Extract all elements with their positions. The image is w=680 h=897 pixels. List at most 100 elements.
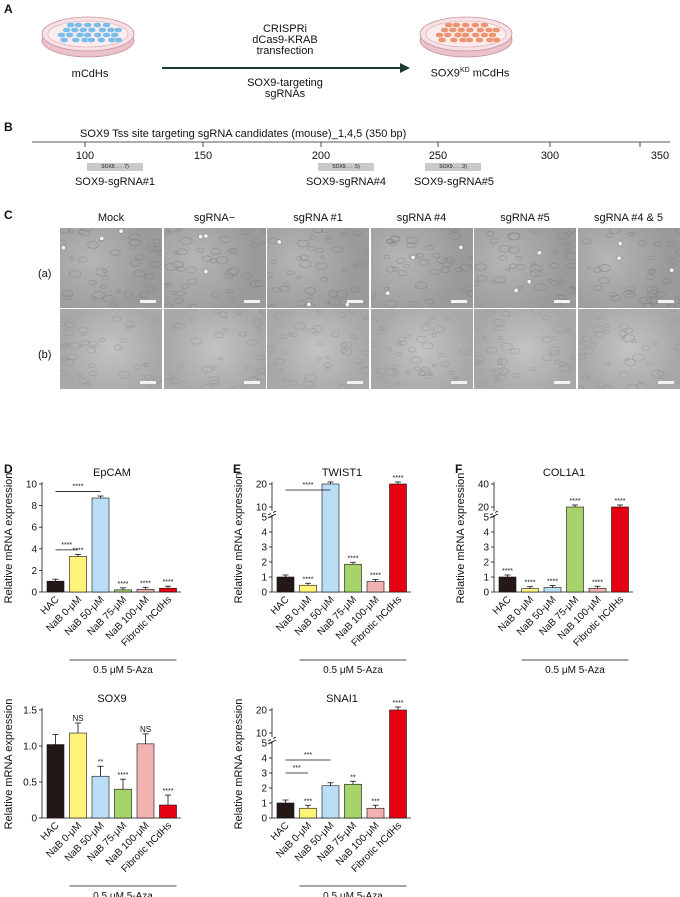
y-axis-label: Relative mRNA expression — [3, 473, 15, 604]
y-tick-label: 1 — [261, 799, 267, 810]
bar — [344, 783, 362, 819]
bar — [114, 589, 132, 593]
significance-label: **** — [73, 547, 84, 554]
cell-outline — [64, 321, 76, 329]
cell-icon — [93, 32, 102, 38]
cell-outline — [676, 380, 680, 384]
bar — [46, 580, 65, 593]
cell-outline — [493, 374, 499, 379]
significance-label: ** — [350, 774, 356, 781]
cell-outline — [209, 258, 217, 264]
bar — [321, 483, 340, 593]
bar — [136, 743, 155, 819]
cell-outline — [289, 332, 298, 338]
significance-label: **** — [348, 555, 359, 562]
cell-outline — [385, 266, 396, 273]
cell-outline — [328, 297, 341, 306]
cell-outline — [513, 373, 521, 378]
row-label-b: (b) — [38, 349, 52, 361]
bright-cell — [457, 244, 463, 250]
cell-outline — [436, 256, 448, 264]
cell-outline — [429, 268, 440, 275]
cell-outline — [293, 322, 306, 330]
cell-outline — [413, 366, 421, 371]
cell-icon — [444, 22, 453, 28]
cell-outline — [398, 340, 407, 346]
treatment-group-label: 0.5 μM 5-Aza — [323, 891, 383, 897]
cell-outline — [88, 363, 96, 368]
cell-outline — [353, 358, 364, 365]
cell-outline — [440, 266, 450, 273]
cell-outline — [649, 269, 655, 273]
cell-outline — [251, 318, 258, 323]
cell-outline — [153, 375, 162, 382]
cell-icon — [97, 37, 106, 43]
micrograph-row-a — [60, 228, 162, 308]
cell-outline — [415, 335, 427, 343]
cell-outline — [196, 247, 204, 253]
cell-outline — [155, 250, 162, 256]
cell-outline — [129, 245, 137, 250]
cell-outline — [609, 294, 621, 302]
cell-outline — [88, 370, 98, 376]
cell-outline — [62, 315, 71, 321]
cell-outline — [446, 370, 454, 376]
cell-outline — [164, 263, 177, 271]
y-tick-label: 5 — [483, 513, 489, 524]
significance-label: **** — [525, 580, 536, 587]
cell-outline — [558, 361, 568, 368]
cell-outline — [171, 261, 184, 269]
cell-outline — [66, 343, 73, 348]
cell-outline — [394, 382, 400, 386]
cell-outline — [187, 278, 197, 285]
scale-bar — [243, 381, 260, 384]
cell-outline — [552, 249, 559, 254]
cell-icon — [93, 22, 102, 28]
cell-outline — [595, 316, 601, 321]
chart-col1a1: COL1A1 Relative mRNA expression 0 1 2 3 4 5 40 20… — [455, 467, 633, 676]
y-tick-label: 1 — [483, 573, 489, 584]
y-tick-label: 10 — [26, 480, 38, 491]
cell-outline — [319, 255, 325, 259]
cell-outline — [375, 367, 386, 375]
cell-outline — [270, 259, 278, 264]
cell-icon — [452, 22, 461, 28]
cell-outline — [62, 343, 69, 348]
y-tick-label: 0 — [31, 588, 37, 599]
bright-cell — [197, 234, 203, 240]
cell-outline — [338, 384, 348, 389]
cell-outline — [496, 338, 504, 343]
cell-outline — [254, 279, 266, 288]
cell-outline — [128, 233, 141, 241]
arrow-top-line-2: dCas9-KRAB — [252, 34, 318, 46]
cell-icon — [488, 32, 497, 38]
cell-icon — [74, 22, 83, 28]
cell-outline — [489, 238, 499, 244]
cell-outline — [637, 240, 646, 246]
treatment-group-label: 0.5 μM 5-Aza — [545, 665, 605, 676]
y-axis-label: Relative mRNA expression — [233, 473, 245, 604]
cell-outline — [592, 285, 602, 291]
ruler-tick-200: 200 — [311, 150, 331, 162]
cell-outline — [497, 358, 503, 362]
cell-outline — [61, 358, 75, 367]
scale-bar — [657, 300, 674, 303]
significance-label: **** — [118, 772, 129, 779]
cell-outline — [476, 275, 488, 282]
cell-icon — [106, 27, 116, 33]
cell-icon — [110, 32, 119, 38]
significance-label: **** — [163, 788, 174, 795]
bar — [321, 785, 340, 819]
cell-outline — [63, 329, 74, 336]
cell-outline — [304, 287, 316, 295]
cell-outline — [541, 314, 550, 320]
axis-break-gap — [271, 511, 273, 515]
cell-outline — [501, 311, 511, 317]
cell-outline — [426, 371, 433, 376]
cell-outline — [490, 368, 497, 373]
y-tick-label: 5 — [261, 739, 267, 750]
cell-outline — [584, 345, 590, 349]
cell-outline — [144, 273, 155, 280]
cell-outline — [602, 329, 609, 334]
cell-outline — [260, 229, 266, 234]
